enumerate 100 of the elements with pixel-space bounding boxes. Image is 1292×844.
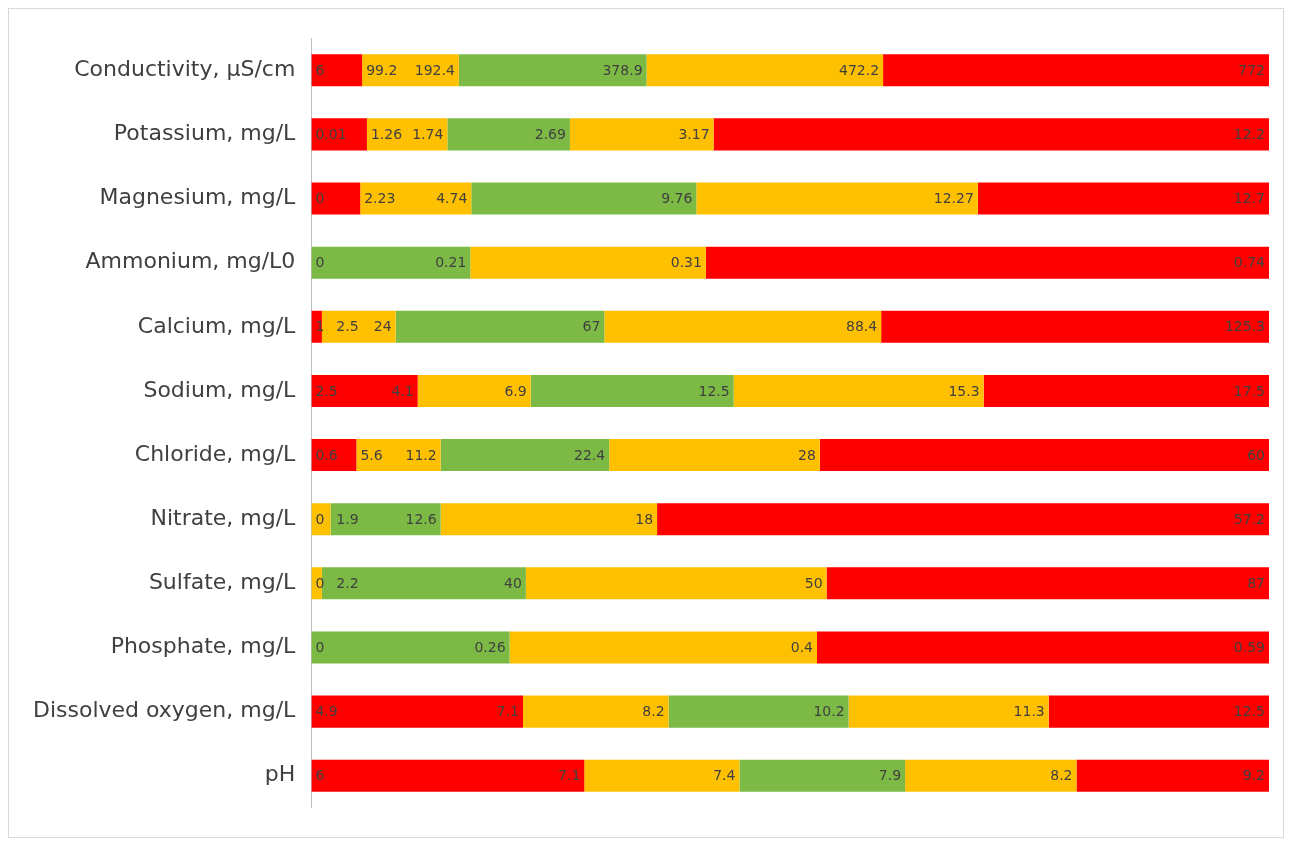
bar xyxy=(458,54,647,87)
annotation: 67 xyxy=(582,318,601,335)
annotation: 28 xyxy=(798,446,816,463)
annotation: 2.5 xyxy=(315,382,338,399)
annotation: 0 xyxy=(315,190,325,207)
annotation: 12.5 xyxy=(1233,703,1265,720)
annotation: 472.2 xyxy=(839,61,880,78)
y-tick-label: Ammonium, mg/L0 xyxy=(85,248,296,274)
annotation: 12.27 xyxy=(933,190,974,207)
annotation: 1.74 xyxy=(412,126,444,143)
annotation: 378.9 xyxy=(602,61,643,78)
bar xyxy=(321,310,396,343)
bar xyxy=(977,182,1269,215)
bar xyxy=(395,310,605,343)
bar xyxy=(569,118,714,151)
annotation: 11.3 xyxy=(1013,703,1045,720)
bar xyxy=(509,631,817,664)
bar xyxy=(819,439,1269,472)
annotation: 12.5 xyxy=(698,382,730,399)
annotation: 9.2 xyxy=(1242,767,1265,784)
annotation: 12.2 xyxy=(1233,126,1265,143)
annotation: 88.4 xyxy=(845,318,878,335)
annotation: 0 xyxy=(315,510,325,527)
annotation: 57.2 xyxy=(1233,510,1265,527)
bar xyxy=(883,54,1269,87)
annotation: 22.4 xyxy=(574,446,606,463)
bar xyxy=(417,374,531,407)
annotation: 6.9 xyxy=(504,382,527,399)
annotation: 192.4 xyxy=(414,61,455,78)
annotation: 11.2 xyxy=(405,446,437,463)
bar xyxy=(530,374,734,407)
annotation: 24 xyxy=(373,318,392,335)
bar xyxy=(1076,759,1269,792)
annotation: 2.69 xyxy=(534,126,566,143)
annotation: 4.1 xyxy=(391,382,414,399)
bar xyxy=(356,439,441,472)
annotation: 7.9 xyxy=(878,767,902,784)
bar xyxy=(983,374,1269,407)
annotation: 0.6 xyxy=(315,446,338,463)
bar xyxy=(471,182,697,215)
annotation: 1.26 xyxy=(370,126,403,143)
annotation: 7.1 xyxy=(496,703,520,720)
annotation: 2.23 xyxy=(364,190,396,207)
y-tick-label: Sodium, mg/L xyxy=(143,376,297,402)
annotation: 9.76 xyxy=(661,190,693,207)
annotation: 60 xyxy=(1247,446,1266,463)
annotation: 2.5 xyxy=(336,318,359,335)
annotation: 12.7 xyxy=(1233,190,1265,207)
annotation: 0.59 xyxy=(1233,639,1265,656)
annotation: 7.4 xyxy=(713,767,736,784)
bar xyxy=(881,310,1269,343)
y-tick-label: Conductivity, µS/cm xyxy=(74,55,296,81)
y-tick-label: pH xyxy=(264,761,296,787)
y-tick-label: Nitrate, mg/L xyxy=(150,504,297,530)
y-tick-label: Dissolved oxygen, mg/L xyxy=(32,697,297,723)
bar xyxy=(739,759,906,792)
annotation: 4.74 xyxy=(436,190,468,207)
bar xyxy=(311,759,585,792)
y-tick-label: Chloride, mg/L xyxy=(134,440,297,466)
bar xyxy=(523,695,669,728)
y-tick-label: Calcium, mg/L xyxy=(137,312,297,338)
annotation: 2.2 xyxy=(336,574,359,591)
bar xyxy=(311,374,418,407)
annotation: 0.01 xyxy=(315,126,347,143)
bar xyxy=(1048,695,1269,728)
bar xyxy=(440,439,610,472)
annotation: 5.6 xyxy=(360,446,383,463)
annotation: 125.3 xyxy=(1224,318,1266,335)
annotation: 15.3 xyxy=(948,382,980,399)
bar xyxy=(584,759,740,792)
bar xyxy=(470,246,706,279)
bar xyxy=(311,54,363,87)
annotation: 0.26 xyxy=(474,639,506,656)
annotation: 6 xyxy=(315,767,325,784)
annotation: 0.31 xyxy=(670,254,702,271)
bar xyxy=(848,695,1049,728)
annotation: 4.9 xyxy=(315,703,338,720)
bar xyxy=(646,54,884,87)
bar xyxy=(311,695,524,728)
annotation: 87 xyxy=(1247,574,1266,591)
annotation: 0.21 xyxy=(435,254,467,271)
y-tick-label: Potassium, mg/L xyxy=(113,120,297,146)
annotation: 0.74 xyxy=(1233,254,1266,271)
annotation: 10.2 xyxy=(813,703,845,720)
bar xyxy=(311,118,367,151)
annotation: 3.17 xyxy=(678,126,710,143)
bar xyxy=(447,118,570,151)
bar xyxy=(609,439,820,472)
bar xyxy=(311,439,357,472)
bar xyxy=(604,310,882,343)
annotation: 8.2 xyxy=(642,703,665,720)
annotation: 17.5 xyxy=(1233,382,1265,399)
bar xyxy=(696,182,978,215)
annotation: 99.2 xyxy=(366,61,398,78)
bar xyxy=(905,759,1077,792)
annotation: 8.2 xyxy=(1050,767,1073,784)
annotation: 6 xyxy=(315,61,325,78)
annotation: 7.1 xyxy=(558,767,581,784)
bar xyxy=(668,695,849,728)
annotation: 772 xyxy=(1238,61,1266,78)
